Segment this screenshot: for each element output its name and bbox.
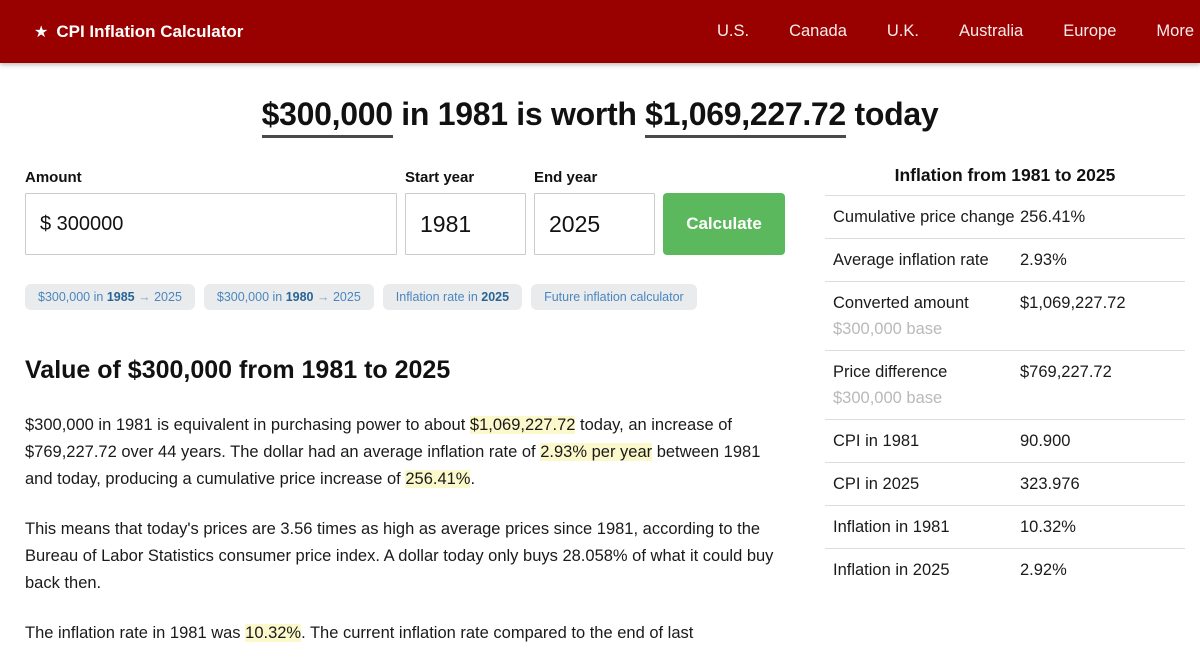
stat-value: $1,069,227.72 <box>1020 294 1126 312</box>
page-title: $300,000 in 1981 is worth $1,069,227.72 … <box>0 96 1200 138</box>
stat-label-col: Average inflation rate <box>833 247 1020 273</box>
calculator-form: Amount Start year End year Calculate <box>25 169 785 255</box>
stat-value: $769,227.72 <box>1020 363 1112 381</box>
top-navbar: ★ CPI Inflation Calculator U.S. Canada U… <box>0 0 1200 63</box>
stat-label-col: Inflation in 2025 <box>833 557 1020 583</box>
article-body: $300,000 in 1981 is equivalent in purcha… <box>25 412 787 670</box>
stats-title: Inflation from 1981 to 2025 <box>894 165 1116 185</box>
paragraph-3: The inflation rate in 1981 was 10.32%. T… <box>25 620 787 647</box>
stat-label-col: Inflation in 1981 <box>833 514 1020 540</box>
nav-link-more[interactable]: More <box>1156 22 1194 40</box>
table-row: Average inflation rate 2.93% <box>825 238 1185 281</box>
stat-label: Inflation in 2025 <box>833 561 950 579</box>
stat-label-col: Cumulative price change <box>833 204 1020 230</box>
chip-year: 2025 <box>481 290 510 304</box>
stat-value: 323.976 <box>1020 475 1080 493</box>
arrow-right-icon: → <box>317 290 330 304</box>
stat-label-col: CPI in 1981 <box>833 428 1020 454</box>
nav-link-canada[interactable]: Canada <box>789 22 847 40</box>
amount-input[interactable] <box>25 193 397 255</box>
arrow-right-icon: → <box>138 290 151 304</box>
table-row: Price difference $300,000 base $769,227.… <box>825 350 1185 419</box>
headline-result: $1,069,227.72 <box>645 96 846 138</box>
nav-link-us[interactable]: U.S. <box>716 22 750 40</box>
stat-label: Converted amount <box>833 294 969 312</box>
stat-label: CPI in 2025 <box>833 475 920 493</box>
chip-text: Inflation rate in <box>395 290 482 304</box>
end-year-input[interactable] <box>534 193 655 255</box>
start-year-label: Start year <box>405 169 475 186</box>
start-year-field-group: Start year <box>405 169 526 255</box>
table-row: Converted amount $300,000 base $1,069,22… <box>825 281 1185 350</box>
stat-label-col: Converted amount $300,000 base <box>833 290 1020 342</box>
chip-1985-to-2025[interactable]: $300,000 in 1985 → 2025 <box>25 284 195 310</box>
brand-title: CPI Inflation Calculator <box>56 21 244 41</box>
stat-label-col: CPI in 2025 <box>833 471 1020 497</box>
text: . The current inflation rate compared to… <box>301 624 694 642</box>
nav-link-uk[interactable]: U.K. <box>886 22 919 40</box>
chip-text: $300,000 in <box>216 290 286 304</box>
amount-field-group: Amount <box>25 169 397 255</box>
calculate-button[interactable]: Calculate <box>663 193 785 255</box>
chip-year: 1980 <box>285 290 314 304</box>
highlighted-value: 10.32% <box>245 624 302 642</box>
calculate-button-wrap: Calculate <box>663 169 785 255</box>
start-year-input[interactable] <box>405 193 526 255</box>
text: $300,000 in 1981 is equivalent in purcha… <box>25 416 470 434</box>
brand-link[interactable]: ★ CPI Inflation Calculator <box>34 22 243 42</box>
star-icon: ★ <box>34 23 49 41</box>
headline-amount: $300,000 <box>261 96 393 138</box>
paragraph-1: $300,000 in 1981 is equivalent in purcha… <box>25 412 787 493</box>
stat-label-col: Price difference $300,000 base <box>833 359 1020 411</box>
stat-label: Inflation in 1981 <box>833 518 950 536</box>
inflation-stats-panel: Inflation from 1981 to 2025 Cumulative p… <box>825 165 1185 591</box>
stat-label: Price difference <box>833 363 948 381</box>
text: The inflation rate in 1981 was <box>25 624 246 642</box>
stat-label: Average inflation rate <box>833 251 989 269</box>
table-row: Inflation in 1981 10.32% <box>825 505 1185 548</box>
stat-label: Cumulative price change <box>833 208 1015 226</box>
nav-link-australia[interactable]: Australia <box>958 22 1024 40</box>
end-year-field-group: End year <box>534 169 655 255</box>
text: today, an increase of $769,227.72 over 4… <box>25 416 732 461</box>
stat-label: CPI in 1981 <box>833 432 920 450</box>
chip-text: 2025 <box>150 290 182 304</box>
table-row: Cumulative price change 256.41% <box>825 195 1185 238</box>
stat-value: 2.93% <box>1020 251 1067 269</box>
stat-value: 2.92% <box>1020 561 1067 579</box>
highlighted-value: $1,069,227.72 <box>469 416 576 434</box>
headline-middle: in 1981 is worth <box>392 96 646 132</box>
page: ★ CPI Inflation Calculator U.S. Canada U… <box>0 0 1200 642</box>
paragraph-2: This means that today's prices are 3.56 … <box>25 520 774 592</box>
highlighted-value: 256.41% <box>405 470 471 488</box>
text: between 1981 and today, producing a cumu… <box>25 443 761 488</box>
suggestion-chips: $300,000 in 1985 → 2025 $300,000 in 1980… <box>25 284 697 310</box>
chip-1980-to-2025[interactable]: $300,000 in 1980 → 2025 <box>203 284 374 310</box>
nav-links: U.S. Canada U.K. Australia Europe More <box>717 22 1194 41</box>
table-row: CPI in 2025 323.976 <box>825 462 1185 505</box>
end-year-label: End year <box>534 169 598 186</box>
chip-future-inflation-calculator[interactable]: Future inflation calculator <box>531 284 697 310</box>
stat-sublabel: $300,000 base <box>833 389 943 407</box>
amount-label: Amount <box>25 169 82 186</box>
chip-text: $300,000 in <box>38 290 107 304</box>
section-heading: Value of $300,000 from 1981 to 2025 <box>25 356 451 384</box>
text: . <box>470 470 476 488</box>
nav-link-europe[interactable]: Europe <box>1063 22 1117 40</box>
stat-value: 10.32% <box>1020 518 1076 536</box>
stat-value: 90.900 <box>1020 432 1071 450</box>
headline-suffix: today <box>845 96 939 132</box>
table-row: Inflation in 2025 2.92% <box>825 548 1185 591</box>
chip-text: 2025 <box>329 290 361 304</box>
stat-sublabel: $300,000 base <box>833 320 943 338</box>
highlighted-value: 2.93% per year <box>540 443 653 461</box>
table-row: CPI in 1981 90.900 <box>825 419 1185 462</box>
chip-year: 1985 <box>106 290 135 304</box>
chip-inflation-rate-2025[interactable]: Inflation rate in 2025 <box>382 284 523 310</box>
chip-text: Future inflation calculator <box>544 290 684 304</box>
stat-value: 256.41% <box>1020 208 1086 226</box>
